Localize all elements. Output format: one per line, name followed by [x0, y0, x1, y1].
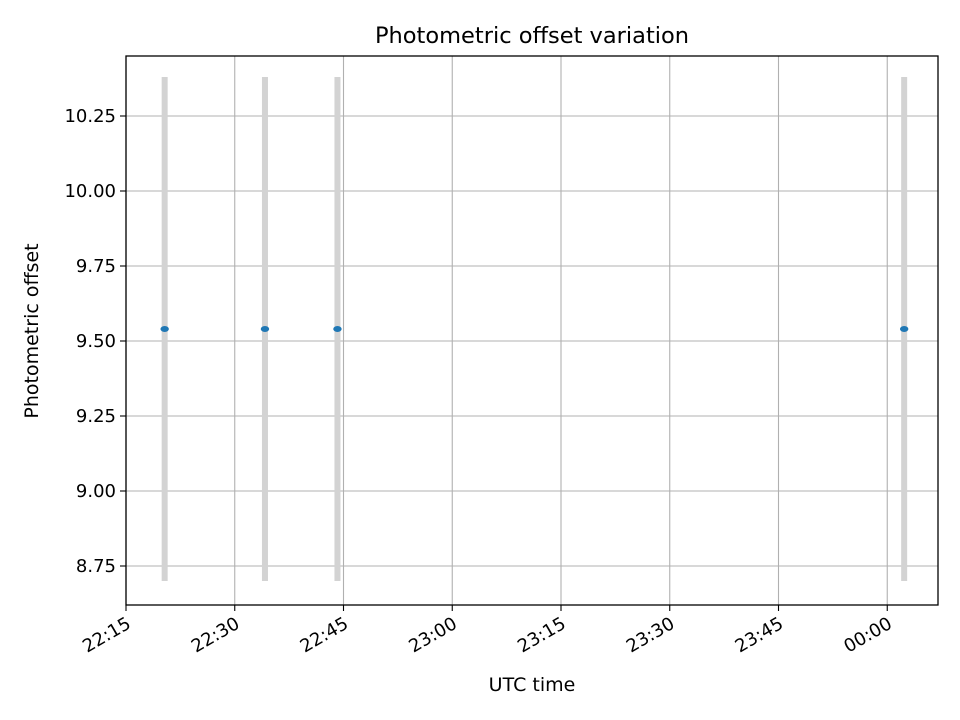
x-tick-label: 23:00	[405, 613, 460, 657]
data-point	[333, 326, 342, 332]
y-tick-label: 9.75	[76, 256, 116, 277]
y-tick-label: 10.25	[64, 106, 116, 127]
y-tick-label: 10.00	[64, 181, 116, 202]
grid	[125, 56, 938, 605]
x-tick-label: 23:30	[623, 613, 678, 657]
y-axis-ticks: 8.75 9.00 9.25 9.50 9.75 10.00 10.25	[64, 106, 126, 577]
y-tick-label: 9.00	[76, 481, 116, 502]
x-tick-label: 22:30	[188, 613, 243, 657]
plot-frame	[125, 55, 939, 606]
y-tick-label: 8.75	[76, 556, 116, 577]
y-tick-label: 9.25	[76, 406, 116, 427]
x-tick-label: 23:15	[514, 613, 569, 657]
error-bars	[161, 77, 908, 581]
y-axis-label: Photometric offset	[21, 243, 43, 418]
x-axis-label: UTC time	[489, 674, 576, 696]
chart-title: Photometric offset variation	[375, 23, 689, 49]
y-tick-label: 9.50	[76, 331, 116, 352]
x-tick-label: 23:45	[732, 613, 787, 657]
data-points	[160, 326, 909, 332]
x-tick-label: 22:15	[79, 613, 134, 657]
x-axis-ticks: 22:15 22:30 22:45 23:00 23:15 23:30 23:45 00:00	[79, 605, 896, 657]
x-tick-label: 22:45	[297, 613, 352, 657]
x-tick-label: 00:00	[840, 613, 895, 657]
data-point	[899, 326, 909, 332]
data-point	[160, 326, 169, 332]
data-point	[260, 326, 270, 332]
